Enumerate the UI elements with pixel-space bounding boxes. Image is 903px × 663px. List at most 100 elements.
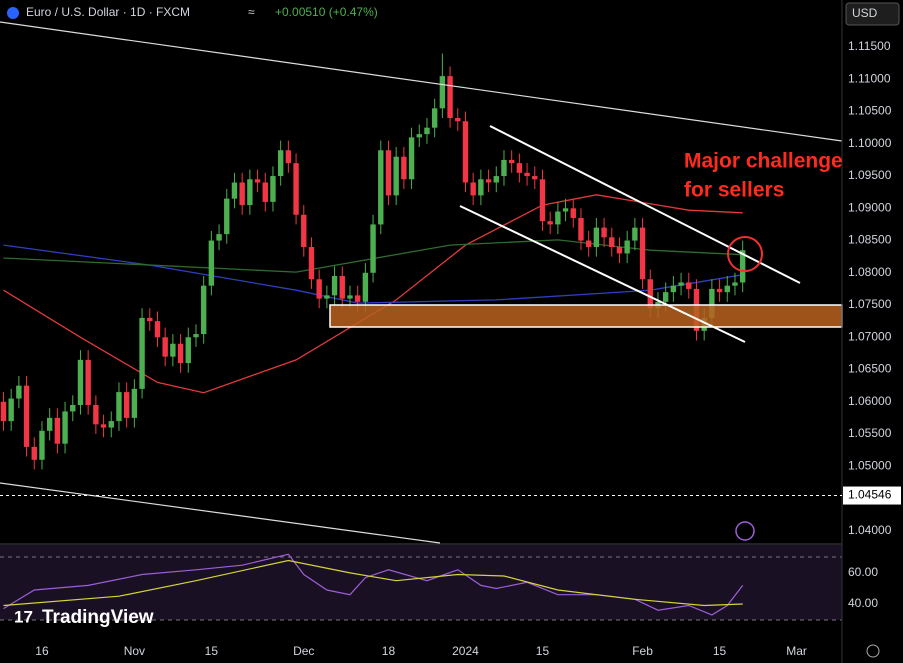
drawings (0, 21, 843, 544)
symbol-icon (7, 7, 19, 19)
y-tick-label: 1.10000 (848, 136, 892, 150)
candle-body (147, 317, 153, 322)
y-tick-label: 1.06000 (848, 394, 892, 408)
candle-body (123, 392, 130, 418)
candle-body (385, 150, 392, 196)
candle-body (570, 208, 576, 218)
candle-body (277, 150, 284, 177)
candle-body (247, 179, 253, 206)
candle-body (393, 156, 399, 196)
candle-body (62, 411, 68, 444)
settings-icon[interactable] (866, 644, 880, 658)
candle-body (131, 388, 138, 418)
x-tick-label: 15 (536, 644, 550, 658)
candle-body (177, 343, 184, 364)
candle-body (585, 240, 592, 247)
candle-body (493, 176, 499, 183)
x-tick-label: Mar (786, 644, 807, 658)
candle-body (254, 179, 261, 183)
candle-body (732, 282, 738, 286)
candle-body (578, 217, 584, 241)
candle-body (108, 421, 114, 428)
candle-body (431, 108, 438, 128)
candle-body (77, 359, 84, 405)
candle-body (31, 446, 37, 460)
y-tick-label: 40.00 (848, 596, 878, 610)
candle-body (532, 176, 538, 180)
candle-body (632, 227, 638, 241)
candle-body (624, 240, 630, 254)
candle-body (378, 150, 384, 225)
candle-body (562, 208, 569, 212)
candle-body (239, 182, 245, 206)
support-zone (329, 304, 843, 328)
candle-body (470, 182, 476, 196)
y-tick-label: 1.09000 (848, 200, 892, 214)
candle-body (462, 121, 469, 183)
price-label: 1.04546 (848, 488, 892, 502)
candle-body (162, 337, 168, 357)
candle-body (739, 250, 746, 283)
candle-body (593, 227, 600, 247)
candle-body (301, 214, 307, 247)
x-tick-label: Nov (124, 644, 145, 658)
candle-body (501, 159, 507, 177)
candle-body (524, 172, 530, 177)
candle-body (647, 279, 653, 309)
candle-body (316, 279, 322, 299)
currency-label[interactable]: USD (852, 6, 878, 20)
x-tick-label: 18 (382, 644, 396, 658)
candle-layer (0, 53, 746, 470)
candle-body (139, 317, 145, 389)
candle-body (639, 227, 646, 280)
highlight-circle (727, 236, 763, 272)
logo-icon: 17 (14, 607, 33, 626)
candle-body (447, 76, 453, 119)
candle-body (616, 246, 623, 254)
y-tick-label: 1.11000 (848, 71, 891, 85)
price-label-box (843, 486, 901, 505)
candle-body (200, 285, 207, 335)
candle-body (539, 179, 546, 222)
candle-body (478, 179, 484, 196)
x-tick-label: 15 (205, 644, 219, 658)
candle-body (270, 176, 276, 202)
candle-body (193, 334, 199, 338)
trend-line (0, 21, 843, 142)
y-tick-label: 60.00 (848, 565, 878, 579)
x-tick-label: 15 (713, 644, 727, 658)
candle-body (23, 385, 30, 447)
candle-body (555, 211, 561, 225)
y-tick-label: 1.06500 (848, 362, 892, 376)
y-tick-label: 1.04000 (848, 523, 892, 537)
indicator-icon: ≈ (248, 5, 255, 19)
candle-body (293, 163, 299, 215)
candle-body (347, 295, 353, 299)
y-tick-label: 1.11500 (848, 39, 891, 53)
annotation: Major challenge (684, 150, 843, 173)
candle-body (285, 150, 292, 164)
candle-body (547, 221, 553, 225)
symbol-title: Euro / U.S. Dollar · 1D · FXCM (26, 5, 190, 19)
candle-body (208, 240, 215, 286)
y-tick-label: 1.07000 (848, 329, 892, 343)
candle-body (716, 288, 723, 293)
y-tick-label: 1.08500 (848, 233, 892, 247)
candle-body (678, 282, 684, 286)
candle-body (609, 237, 615, 247)
candle-body (100, 424, 107, 428)
currency-button[interactable] (845, 2, 900, 26)
candle-body (709, 288, 715, 318)
candle-body (339, 276, 345, 299)
candle-body (485, 179, 492, 183)
moving-average (3, 239, 743, 273)
annotation: for sellers (684, 179, 784, 202)
candle-body (39, 430, 45, 460)
candle-body (224, 198, 230, 235)
x-tick-label: Dec (293, 644, 314, 658)
candle-body (516, 163, 523, 173)
candle-body (262, 182, 268, 202)
rsi-line (3, 553, 744, 616)
candle-body (0, 401, 7, 422)
